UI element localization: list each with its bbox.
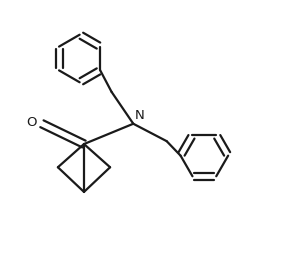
Text: N: N [135,109,145,122]
Text: O: O [26,116,37,129]
